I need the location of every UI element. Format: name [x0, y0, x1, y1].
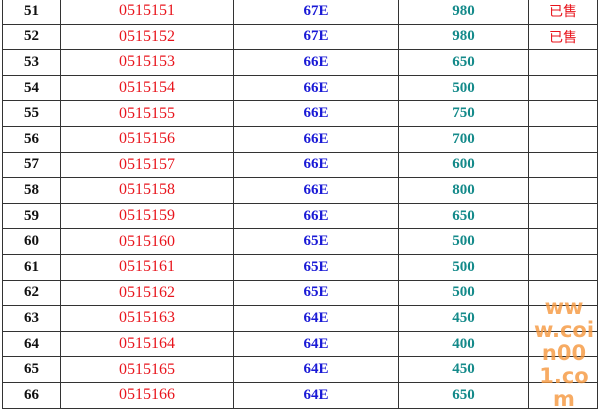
grade: 67E [233, 23, 399, 51]
serial-code: 0515156 [60, 125, 234, 153]
price: 500 [398, 228, 529, 255]
watermark: www.coin001.com [533, 295, 595, 411]
grade: 64E [233, 305, 399, 332]
row-number: 64 [2, 330, 61, 358]
sold-status [528, 228, 598, 255]
price: 500 [398, 253, 529, 281]
table-row: 52 0515152 67E 980 已售 [2, 23, 598, 51]
sold-status: 已售 [528, 23, 598, 51]
grade: 64E [233, 381, 399, 409]
table-row: 63 0515163 64E 450 [2, 305, 598, 332]
price: 800 [398, 177, 529, 204]
price: 700 [398, 125, 529, 153]
price: 500 [398, 279, 529, 307]
row-number: 53 [2, 49, 61, 76]
sold-status [528, 253, 598, 281]
grade: 65E [233, 279, 399, 307]
row-number: 65 [2, 356, 61, 383]
price: 450 [398, 305, 529, 332]
table-row: 54 0515154 66E 500 [2, 74, 598, 102]
row-number: 60 [2, 228, 61, 255]
serial-code: 0515163 [60, 305, 234, 332]
row-number: 59 [2, 202, 61, 230]
table-row: 56 0515156 66E 700 [2, 125, 598, 153]
serial-code: 0515160 [60, 228, 234, 255]
sold-status [528, 177, 598, 204]
price: 650 [398, 202, 529, 230]
listing-table: 51 0515151 67E 980 已售 52 0515152 67E 980 已售 53 0515… [2, 0, 598, 409]
table-row: 51 0515151 67E 980 已售 [2, 0, 598, 25]
table-row: 61 0515161 65E 500 [2, 253, 598, 281]
table-row: 58 0515158 66E 800 [2, 177, 598, 204]
table-row: 55 0515155 66E 750 [2, 100, 598, 127]
price: 600 [398, 151, 529, 179]
serial-code: 0515154 [60, 74, 234, 102]
price: 980 [398, 23, 529, 51]
table-row: 66 0515166 64E 650 [2, 381, 598, 409]
grade: 66E [233, 202, 399, 230]
row-number: 62 [2, 279, 61, 307]
grade: 67E [233, 0, 399, 25]
price: 400 [398, 330, 529, 358]
grade: 65E [233, 253, 399, 281]
row-number: 55 [2, 100, 61, 127]
sold-status [528, 202, 598, 230]
serial-code: 0515164 [60, 330, 234, 358]
table-row: 57 0515157 66E 600 [2, 151, 598, 179]
table-row: 53 0515153 66E 650 [2, 49, 598, 76]
sold-status: 已售 [528, 0, 598, 25]
table-row: 64 0515164 64E 400 [2, 330, 598, 358]
row-number: 54 [2, 74, 61, 102]
serial-code: 0515152 [60, 23, 234, 51]
row-number: 57 [2, 151, 61, 179]
sold-status [528, 100, 598, 127]
sold-status [528, 49, 598, 76]
grade: 66E [233, 151, 399, 179]
grade: 66E [233, 74, 399, 102]
table-row: 62 0515162 65E 500 [2, 279, 598, 307]
serial-code: 0515153 [60, 49, 234, 76]
grade: 64E [233, 356, 399, 383]
table-row: 59 0515159 66E 650 [2, 202, 598, 230]
price: 650 [398, 381, 529, 409]
row-number: 61 [2, 253, 61, 281]
price: 500 [398, 74, 529, 102]
grade: 64E [233, 330, 399, 358]
price: 450 [398, 356, 529, 383]
serial-code: 0515159 [60, 202, 234, 230]
row-number: 52 [2, 23, 61, 51]
serial-code: 0515157 [60, 151, 234, 179]
table-row: 65 0515165 64E 450 [2, 356, 598, 383]
serial-code: 0515158 [60, 177, 234, 204]
grade: 66E [233, 177, 399, 204]
serial-code: 0515165 [60, 356, 234, 383]
grade: 65E [233, 228, 399, 255]
sold-status [528, 151, 598, 179]
grade: 66E [233, 49, 399, 76]
table-row: 60 0515160 65E 500 [2, 228, 598, 255]
sold-status [528, 330, 598, 358]
row-number: 56 [2, 125, 61, 153]
price: 750 [398, 100, 529, 127]
sold-status [528, 381, 598, 409]
sold-status [528, 74, 598, 102]
grade: 66E [233, 100, 399, 127]
price: 980 [398, 0, 529, 25]
serial-code: 0515151 [60, 0, 234, 25]
price: 650 [398, 49, 529, 76]
serial-code: 0515162 [60, 279, 234, 307]
grade: 66E [233, 125, 399, 153]
serial-code: 0515161 [60, 253, 234, 281]
row-number: 63 [2, 305, 61, 332]
sold-status [528, 125, 598, 153]
row-number: 51 [2, 0, 61, 25]
row-number: 66 [2, 381, 61, 409]
row-number: 58 [2, 177, 61, 204]
serial-code: 0515166 [60, 381, 234, 409]
serial-code: 0515155 [60, 100, 234, 127]
